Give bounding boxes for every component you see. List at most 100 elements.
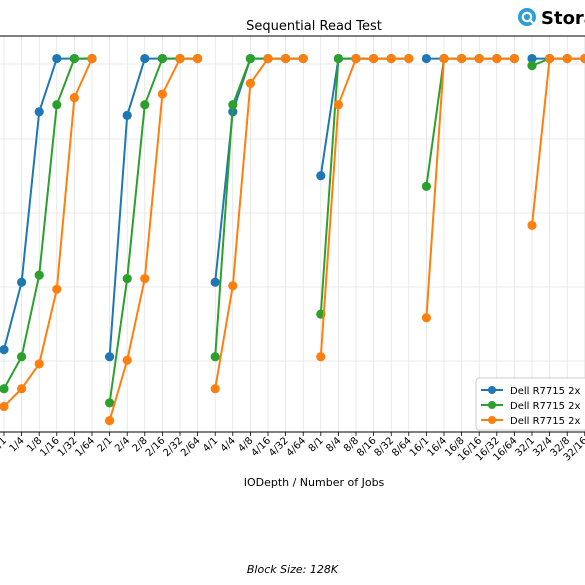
- legend-swatch-marker: [488, 401, 496, 409]
- legend-label: Dell R7715 2x: [510, 416, 581, 427]
- data-point: [52, 284, 62, 294]
- data-point: [140, 100, 150, 110]
- data-point: [69, 93, 79, 103]
- x-tick-label: 8/1: [307, 435, 326, 454]
- series-line: [108, 57, 198, 404]
- data-point: [17, 384, 27, 394]
- block-size-caption: Block Size: 128K: [246, 563, 339, 576]
- x-tick-label: 1/1: [0, 435, 9, 454]
- legend-item: Dell R7715 2x: [481, 416, 581, 427]
- data-point: [0, 384, 9, 394]
- grid-lines: [0, 36, 585, 432]
- series-line: [214, 57, 304, 389]
- data-point: [122, 274, 132, 284]
- data-point: [439, 53, 449, 64]
- x-tick-label: 4/32: [267, 435, 291, 459]
- data-point: [210, 384, 220, 394]
- data-point: [122, 355, 132, 365]
- data-point: [580, 53, 585, 64]
- series-2: [0, 53, 585, 408]
- data-point: [333, 100, 343, 110]
- data-point: [0, 401, 9, 412]
- data-point: [175, 53, 185, 64]
- data-point: [509, 53, 519, 64]
- data-point: [404, 53, 414, 64]
- legend-swatch-marker: [488, 416, 496, 424]
- x-tick-label: 2/4: [113, 435, 132, 454]
- legend: Dell R7715 2x Dell R7715 2x Dell R7715 2x: [475, 377, 585, 431]
- data-point: [457, 53, 467, 64]
- x-tick-label: 8/4: [324, 435, 343, 454]
- data-point: [140, 53, 150, 64]
- data-point: [562, 53, 572, 64]
- data-point: [369, 53, 379, 64]
- data-point: [333, 53, 343, 64]
- data-point: [545, 53, 555, 64]
- x-tick-labels: 1/11/41/81/161/321/642/12/42/82/162/322/…: [0, 432, 585, 464]
- x-tick-label: 4/64: [285, 435, 309, 459]
- data-point: [527, 220, 537, 230]
- series-line: [319, 57, 409, 315]
- x-tick-label: 1/4: [8, 435, 27, 454]
- data-point: [210, 277, 220, 287]
- data-point: [386, 53, 396, 64]
- x-tick-label: 8/32: [373, 435, 397, 459]
- data-point: [298, 53, 308, 64]
- data-point: [421, 181, 431, 191]
- series-line: [3, 57, 92, 390]
- data-point: [527, 53, 537, 64]
- data-point: [474, 53, 484, 64]
- legend-label: Dell R7715 2x: [510, 386, 581, 397]
- data-point: [105, 416, 115, 426]
- data-point: [157, 89, 167, 99]
- x-tick-label: 16/1: [408, 435, 432, 459]
- data-point: [140, 274, 150, 284]
- data-point: [34, 359, 44, 369]
- data-point: [157, 53, 167, 64]
- legend-item: Dell R7715 2x: [481, 401, 581, 412]
- x-tick-label: 2/64: [179, 435, 203, 459]
- x-tick-label: 1/64: [73, 435, 97, 459]
- x-tick-label: 2/16: [144, 435, 168, 459]
- series-line: [319, 57, 409, 357]
- data-point: [122, 110, 132, 120]
- legend-item: Dell R7715 2x: [481, 386, 581, 397]
- data-point: [228, 281, 238, 291]
- series-line: [531, 57, 585, 226]
- logo-text: Stora: [541, 8, 585, 29]
- data-point: [316, 171, 326, 181]
- x-tick-label: 16/4: [425, 435, 449, 459]
- data-point: [316, 352, 326, 362]
- data-point: [263, 53, 273, 64]
- data-point: [351, 53, 361, 64]
- storagereview-logo: Stora: [518, 8, 585, 29]
- data-point: [193, 53, 203, 64]
- data-point: [421, 313, 431, 323]
- series-line: [3, 58, 93, 408]
- data-point: [17, 352, 27, 362]
- data-point: [87, 53, 97, 64]
- x-tick-label: 8/64: [390, 435, 414, 459]
- data-point: [527, 61, 537, 71]
- series-layer: [0, 53, 585, 426]
- data-point: [34, 107, 44, 117]
- plot-frame: [0, 35, 585, 433]
- data-point: [69, 53, 79, 64]
- x-tick-label: 4/4: [219, 435, 238, 454]
- legend-box: [475, 377, 585, 431]
- data-point: [228, 100, 238, 110]
- x-tick-label: 32/1: [513, 435, 537, 459]
- x-tick-label: 8/16: [355, 435, 379, 459]
- series-line: [531, 57, 585, 67]
- series-line: [3, 57, 92, 350]
- data-point: [421, 53, 431, 64]
- data-point: [17, 277, 27, 287]
- data-point: [52, 53, 62, 64]
- data-point: [105, 398, 115, 408]
- data-point: [210, 352, 220, 362]
- x-tick-label: 4/16: [249, 435, 273, 459]
- data-point: [245, 53, 255, 64]
- data-point: [245, 78, 255, 88]
- chart-title: Sequential Read Test: [246, 19, 382, 34]
